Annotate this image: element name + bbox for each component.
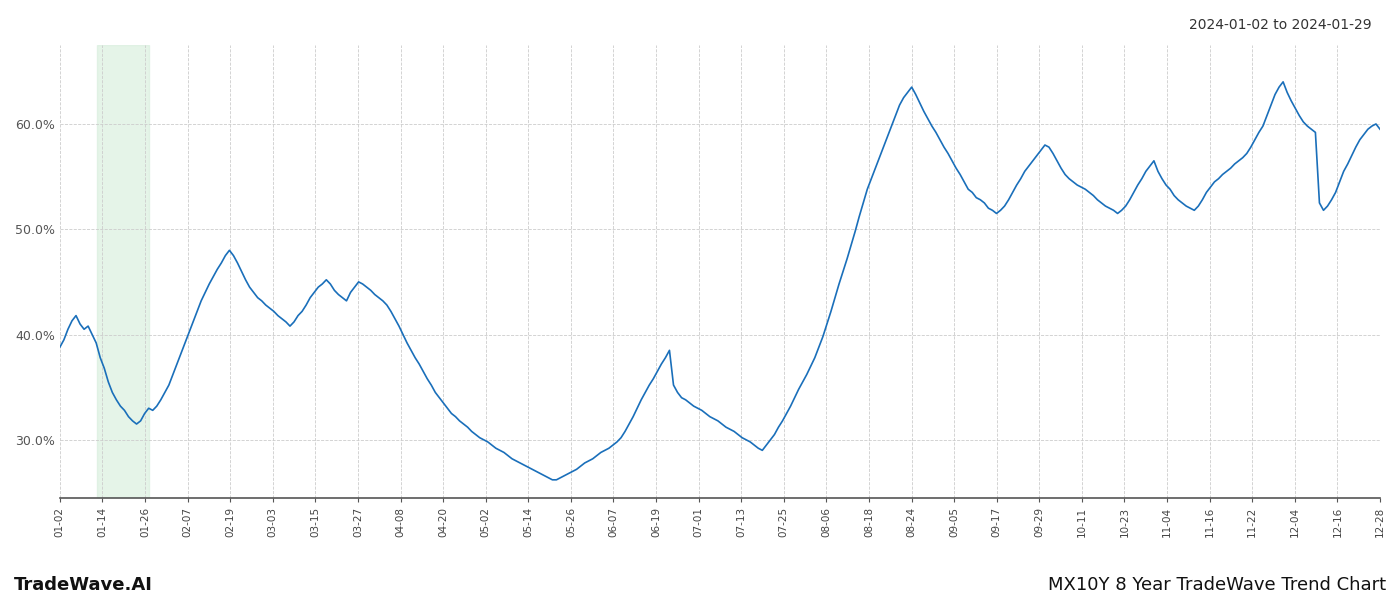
Text: 2024-01-02 to 2024-01-29: 2024-01-02 to 2024-01-29 (1190, 18, 1372, 32)
Text: MX10Y 8 Year TradeWave Trend Chart: MX10Y 8 Year TradeWave Trend Chart (1047, 576, 1386, 594)
Bar (97, 45, 148, 498)
Text: TradeWave.AI: TradeWave.AI (14, 576, 153, 594)
